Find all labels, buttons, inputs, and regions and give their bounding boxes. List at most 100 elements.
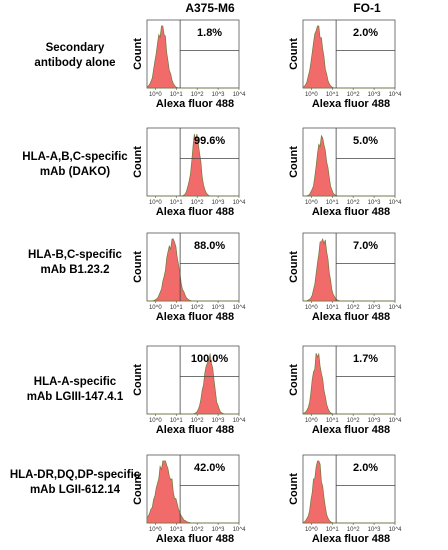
x-tick-label: 10^1	[326, 305, 339, 311]
x-tick-label: 10^4	[233, 418, 246, 424]
x-tick-label: 10^1	[170, 527, 183, 533]
x-tick-label: 10^1	[326, 418, 339, 424]
row-label-hla-abc: HLA-A,B,C-specific mAb (DAKO)	[22, 151, 128, 178]
histogram-area	[302, 237, 395, 302]
x-tick-label: 10^0	[305, 92, 318, 98]
x-axis-label: Alexa fluor 488	[312, 533, 390, 545]
x-tick-label: 10^4	[233, 527, 246, 533]
x-tick-label: 10^0	[149, 200, 162, 206]
x-axis-label: Alexa fluor 488	[312, 311, 390, 323]
x-axis-label: Alexa fluor 488	[312, 424, 390, 436]
x-tick-label: 10^3	[368, 527, 381, 533]
histogram-area	[302, 352, 395, 415]
x-tick-label: 10^1	[326, 527, 339, 533]
x-tick-label: 10^2	[191, 418, 204, 424]
y-axis-label: Count	[132, 146, 144, 178]
x-axis-label: Alexa fluor 488	[156, 98, 234, 110]
x-tick-label: 10^3	[212, 305, 225, 311]
x-tick-label: 10^0	[305, 305, 318, 311]
y-axis-label: Count	[132, 364, 144, 396]
row-label-hla-bc: HLA-B,C-specific mAb B1.23.2	[28, 249, 123, 276]
svg-text:mAb LGIII-147.4.1: mAb LGIII-147.4.1	[27, 391, 124, 403]
x-tick-label: 10^1	[326, 92, 339, 98]
svg-text:mAb LGII-612.14: mAb LGII-612.14	[30, 484, 121, 496]
svg-text:HLA-A-specific: HLA-A-specific	[34, 376, 117, 388]
y-axis-label: Count	[288, 364, 300, 396]
positive-percent-label: 2.0%	[353, 462, 378, 474]
x-tick-label: 10^2	[191, 200, 204, 206]
x-axis-label: Alexa fluor 488	[156, 206, 234, 218]
row-label-secondary: Secondary antibody alone	[34, 42, 115, 69]
histogram-area	[146, 25, 239, 89]
y-axis-label: Count	[288, 473, 300, 505]
column-header-a375: A375-M6	[185, 1, 235, 15]
x-tick-label: 10^0	[149, 305, 162, 311]
histogram-area	[147, 133, 239, 197]
x-axis-label: Alexa fluor 488	[156, 311, 234, 323]
svg-text:mAb B1.23.2: mAb B1.23.2	[40, 264, 109, 276]
svg-text:antibody alone: antibody alone	[34, 57, 115, 69]
x-tick-label: 10^2	[191, 92, 204, 98]
row-label-hla-a: HLA-A-specific mAb LGIII-147.4.1	[27, 376, 124, 403]
panel-frame	[146, 345, 240, 415]
x-tick-label: 10^4	[389, 200, 402, 206]
positive-percent-label: 88.0%	[194, 240, 225, 252]
column-header-fo1: FO-1	[353, 1, 381, 15]
x-tick-label: 10^1	[170, 200, 183, 206]
x-tick-label: 10^2	[347, 527, 360, 533]
positive-percent-label: 5.0%	[353, 135, 378, 147]
x-tick-label: 10^3	[368, 200, 381, 206]
histogram-area	[302, 460, 395, 524]
x-tick-label: 10^2	[347, 200, 360, 206]
y-axis-label: Count	[132, 473, 144, 505]
x-tick-label: 10^2	[347, 92, 360, 98]
x-axis-label: Alexa fluor 488	[156, 424, 234, 436]
y-axis-label: Count	[288, 38, 300, 70]
positive-percent-label: 42.0%	[194, 462, 225, 474]
x-tick-label: 10^2	[347, 418, 360, 424]
row-label-hla-dr: HLA-DR,DQ,DP-specific mAb LGII-612.14	[10, 469, 141, 496]
x-tick-label: 10^1	[170, 418, 183, 424]
x-tick-label: 10^4	[389, 305, 402, 311]
x-tick-label: 10^2	[191, 305, 204, 311]
svg-text:HLA-DR,DQ,DP-specific: HLA-DR,DQ,DP-specific	[10, 469, 141, 481]
positive-percent-label: 1.8%	[197, 27, 222, 39]
x-tick-label: 10^0	[149, 418, 162, 424]
x-tick-label: 10^0	[305, 200, 318, 206]
x-tick-label: 10^4	[389, 418, 402, 424]
x-tick-label: 10^4	[233, 92, 246, 98]
x-tick-label: 10^0	[149, 92, 162, 98]
positive-percent-label: 1.7%	[353, 353, 378, 365]
x-tick-label: 10^3	[212, 418, 225, 424]
x-tick-label: 10^0	[305, 527, 318, 533]
x-tick-label: 10^3	[368, 305, 381, 311]
x-tick-label: 10^1	[170, 305, 183, 311]
x-axis-label: Alexa fluor 488	[312, 98, 390, 110]
x-tick-label: 10^1	[170, 92, 183, 98]
x-tick-label: 10^4	[233, 305, 246, 311]
x-tick-label: 10^4	[389, 92, 402, 98]
histogram-area	[146, 460, 239, 524]
x-tick-label: 10^3	[212, 200, 225, 206]
svg-text:mAb (DAKO): mAb (DAKO)	[40, 166, 110, 178]
x-tick-label: 10^4	[389, 527, 402, 533]
y-axis-label: Count	[288, 146, 300, 178]
positive-percent-label: 99.6%	[194, 135, 225, 147]
histogram-area	[302, 25, 395, 89]
x-tick-label: 10^3	[212, 527, 225, 533]
y-axis-label: Count	[132, 251, 144, 283]
x-tick-label: 10^3	[212, 92, 225, 98]
histogram-area	[147, 238, 239, 302]
histogram-area	[303, 134, 395, 197]
